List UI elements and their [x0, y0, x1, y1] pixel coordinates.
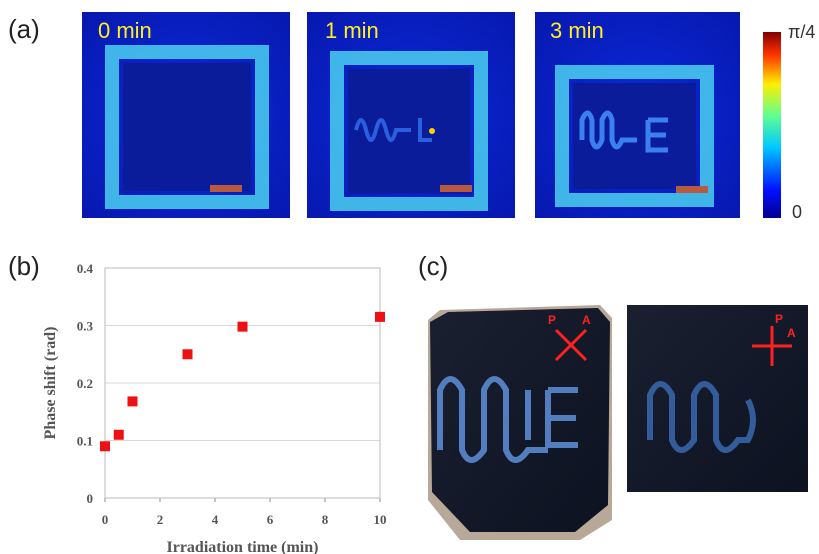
y-tick-label: 0.4 [77, 261, 94, 276]
analyzer-label: A [582, 313, 591, 327]
x-tick-label: 6 [267, 512, 274, 527]
panel-label: (b) [8, 251, 40, 281]
marker [114, 430, 124, 440]
marker [238, 322, 248, 332]
marker [128, 396, 138, 406]
colorbar-label: π/4 [788, 22, 815, 42]
colorbar-label: 0 [792, 202, 802, 222]
panel-label: (c) [418, 251, 448, 281]
photo: P A [428, 305, 612, 540]
x-tick-label: 4 [212, 512, 219, 527]
x-tick-label: 0 [102, 512, 109, 527]
photo: P A [627, 305, 808, 492]
marker [183, 349, 193, 359]
image-label: 3 min [550, 18, 604, 43]
polarizer-label: P [775, 312, 783, 326]
colorbar [763, 32, 781, 218]
panel-label: (a) [8, 14, 40, 44]
y-tick-label: 0.1 [77, 434, 93, 449]
x-axis-label: Irradiation time (min) [167, 539, 319, 554]
image: 0 min [82, 12, 290, 218]
figure: (a) 0 min 1 min 3 min π/4 0 (b) 00.10.20… [0, 0, 819, 554]
marker [100, 441, 110, 451]
marker [375, 312, 385, 322]
x-tick-label: 2 [157, 512, 164, 527]
analyzer-label: A [787, 326, 796, 340]
image-label: 1 min [325, 18, 379, 43]
chart: 0 0.1 0.2 0.3 0.4 0 2 4 6 8 10 Irradiation time (mi… [42, 261, 387, 554]
x-tick-label: 8 [322, 512, 329, 527]
image: 3 min [535, 12, 740, 218]
image-label: 0 min [98, 18, 152, 43]
y-axis-label: Phase shift (rad) [42, 327, 59, 440]
y-tick-label: 0.3 [77, 319, 94, 334]
x-tick-label: 10 [374, 512, 387, 527]
y-tick-label: 0.2 [77, 376, 93, 391]
y-tick-label: 0 [87, 491, 94, 506]
polarizer-label: P [548, 313, 556, 327]
image: 1 min [307, 12, 515, 218]
